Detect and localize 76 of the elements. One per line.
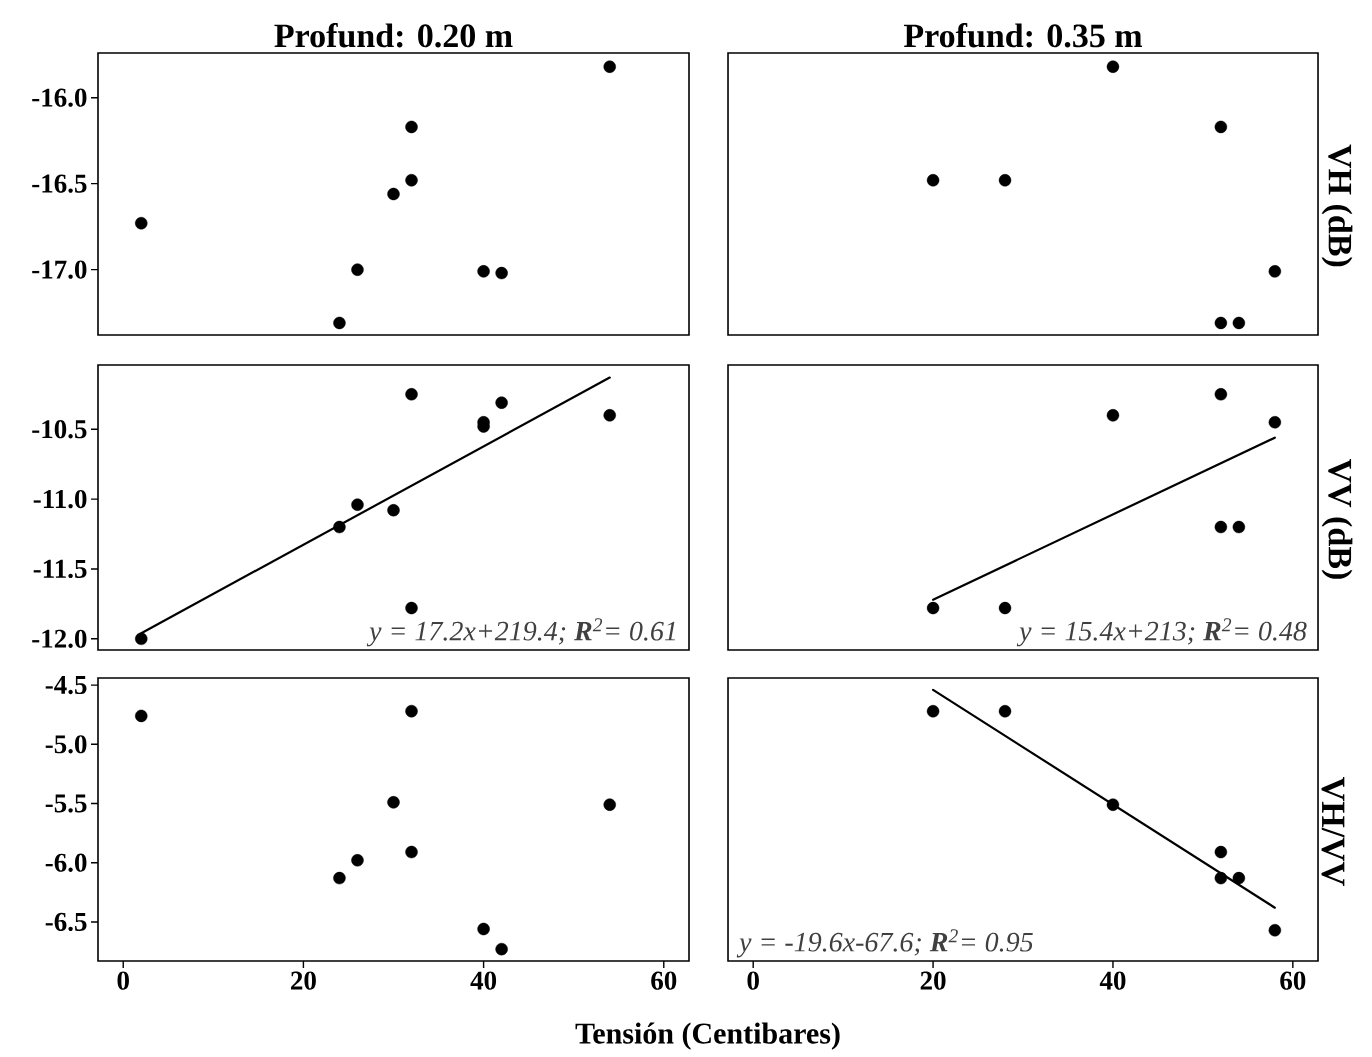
y-tick-label: -16.5 [32,174,87,193]
annotation: y = 15.4x+213; R$^{2}$= 0.48 [1016,618,1307,647]
point [495,942,508,956]
point [1268,924,1282,937]
point [1268,265,1282,278]
chart-title: Profund: 0.35 m [903,23,1143,48]
point [387,187,400,201]
point [387,796,400,809]
x-tick-label: 60 [651,971,677,990]
point [1214,316,1228,330]
point [405,845,418,859]
point [926,174,940,187]
point [477,265,490,278]
x-tick-label: 40 [470,971,497,990]
point [603,798,616,811]
point [998,601,1012,615]
y-tick-label: -12.0 [32,629,87,648]
point [405,704,418,718]
point [333,520,346,534]
point [1232,871,1246,885]
point [603,409,616,422]
y-axis-title: VH/VV [1321,777,1345,886]
point [603,60,616,73]
y-tick-label: -17.0 [32,260,87,279]
annotation: y = -19.6x-67.6; R$^{2}$= 0.95 [736,929,1033,958]
y-tick-label: -6.5 [45,912,87,932]
point [998,174,1012,187]
point [1214,388,1228,401]
point [495,266,508,280]
point [477,922,490,936]
point [1106,60,1120,73]
point [926,601,940,615]
point [405,388,418,401]
point [351,854,364,867]
y-axis-title: VH (dB) [1321,144,1353,267]
x-tick-label: 0 [117,971,129,990]
y-tick-label: -11.0 [33,489,87,509]
x-tick-label: 40 [1099,971,1126,990]
x-axis-title: Tensión (Centibares) [575,1022,840,1050]
x-tick-label: 20 [920,971,946,990]
annotation: y = 17.2x+219.4; R$^{2}$= 0.61 [366,618,675,647]
y-tick-label: -16.0 [32,88,87,107]
point [1106,409,1120,422]
point [333,871,346,885]
point [351,263,364,276]
y-tick-label: -6.0 [45,853,87,872]
y-tick-label: -5.0 [45,735,87,754]
x-tick-label: 0 [747,971,759,990]
point [405,601,418,615]
point [135,217,148,230]
point [1106,798,1120,811]
point [405,120,418,134]
point [1214,520,1228,534]
point [998,704,1012,718]
y-tick-label: -5.5 [45,794,87,813]
point [333,316,346,330]
point [495,396,508,409]
x-tick-label: 20 [291,971,316,990]
x-tick-label: 60 [1280,971,1306,990]
y-tick-label: -11.5 [33,559,87,579]
point [387,504,400,517]
y-axis-title: VV (dB) [1321,458,1353,579]
point [135,709,148,723]
point [351,498,364,511]
point [1214,120,1228,134]
point [926,704,940,718]
point [1232,316,1246,330]
point [405,174,418,187]
y-tick-label: -10.5 [32,420,87,439]
point [1214,845,1228,859]
point [135,632,148,646]
chart-title: Profund: 0.20 m [274,23,513,48]
point [1268,416,1282,429]
point [1214,871,1228,885]
point [1232,520,1246,534]
y-tick-label: -4.5 [45,676,87,695]
